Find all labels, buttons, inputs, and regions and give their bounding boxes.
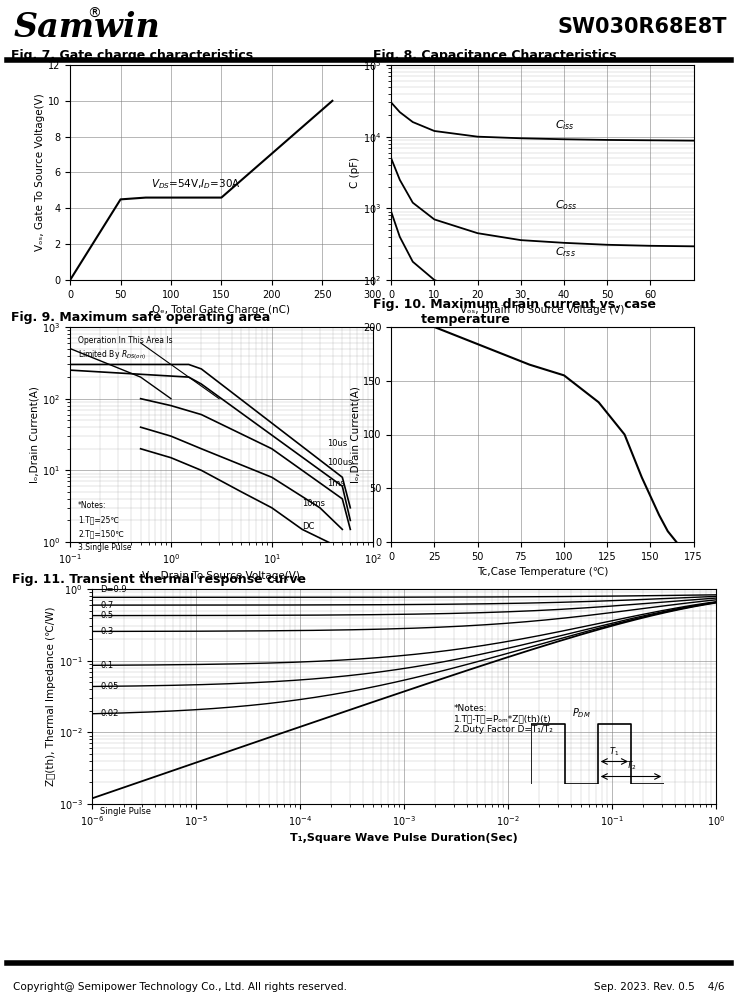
Text: 0.7: 0.7 [100, 601, 114, 610]
Text: 0.5: 0.5 [100, 611, 114, 620]
Text: Fig. 8. Capacitance Characteristics: Fig. 8. Capacitance Characteristics [373, 49, 616, 62]
Text: Fig. 9. Maximum safe operating area: Fig. 9. Maximum safe operating area [11, 311, 270, 324]
Text: 0.3: 0.3 [100, 627, 114, 636]
Text: $T_2$: $T_2$ [626, 760, 636, 772]
Text: 2.Tⰼ=150℃: 2.Tⰼ=150℃ [78, 529, 124, 538]
X-axis label: T₁,Square Wave Pulse Duration(Sec): T₁,Square Wave Pulse Duration(Sec) [290, 833, 518, 843]
Text: 0.02: 0.02 [100, 709, 119, 718]
Text: Limited By $R_{DS(on)}$: Limited By $R_{DS(on)}$ [78, 348, 146, 362]
Text: Fig. 11. Transient thermal response curve: Fig. 11. Transient thermal response curv… [12, 573, 306, 586]
X-axis label: Vₒₛ, Drain To Source Voltage (V): Vₒₛ, Drain To Source Voltage (V) [461, 305, 624, 315]
Text: 10us: 10us [327, 439, 347, 448]
Text: $P_{DM}$: $P_{DM}$ [572, 706, 590, 720]
Text: *Notes:: *Notes: [78, 501, 106, 510]
Text: 1ms: 1ms [327, 479, 345, 488]
Text: Copyright@ Semipower Technology Co., Ltd. All rights reserved.: Copyright@ Semipower Technology Co., Ltd… [13, 982, 348, 992]
Text: 3.Single Pulse: 3.Single Pulse [78, 543, 131, 552]
Text: Single Pulse: Single Pulse [100, 807, 151, 816]
Text: D=0.9: D=0.9 [100, 585, 127, 594]
Text: Samwin: Samwin [13, 11, 160, 44]
Text: 1.Tⰼ=25℃: 1.Tⰼ=25℃ [78, 515, 119, 524]
X-axis label: Vₒₛ,Drain To Source Voltage(V): Vₒₛ,Drain To Source Voltage(V) [142, 571, 300, 581]
Text: Fig. 10. Maximum drain current vs. case
           temperature: Fig. 10. Maximum drain current vs. case … [373, 298, 655, 326]
Text: 100us: 100us [327, 458, 352, 467]
Text: ®: ® [87, 7, 101, 21]
Y-axis label: Zⰿ(th), Thermal Impedance (℃/W): Zⰿ(th), Thermal Impedance (℃/W) [46, 607, 56, 786]
Text: *Notes:
1.Tⰼ-Tⰼ=Pₒₘ*Zⰿ(th)(t)
2.Duty Factor D=T₁/T₂: *Notes: 1.Tⰼ-Tⰼ=Pₒₘ*Zⰿ(th)(t) 2.Duty Fac… [454, 704, 553, 734]
Text: $V_{DS}$=54V,$I_D$=30A: $V_{DS}$=54V,$I_D$=30A [151, 177, 241, 191]
X-axis label: Qₑ, Total Gate Charge (nC): Qₑ, Total Gate Charge (nC) [153, 305, 290, 315]
Text: 0.05: 0.05 [100, 682, 119, 691]
Text: Sep. 2023. Rev. 0.5    4/6: Sep. 2023. Rev. 0.5 4/6 [594, 982, 725, 992]
Y-axis label: C (pF): C (pF) [350, 157, 360, 188]
Y-axis label: Iₒ,Drain Current(A): Iₒ,Drain Current(A) [350, 386, 360, 483]
Text: SW030R68E8T: SW030R68E8T [557, 17, 727, 37]
Text: $C_{oss}$: $C_{oss}$ [556, 198, 578, 212]
Text: Fig. 7. Gate charge characteristics: Fig. 7. Gate charge characteristics [11, 49, 253, 62]
Text: 10ms: 10ms [302, 499, 325, 508]
Text: 0.1: 0.1 [100, 661, 114, 670]
X-axis label: Tc,Case Temperature (℃): Tc,Case Temperature (℃) [477, 567, 608, 577]
Text: $C_{iss}$: $C_{iss}$ [556, 119, 575, 132]
Text: $C_{rss}$: $C_{rss}$ [556, 245, 576, 259]
Y-axis label: Iₒ,Drain Current(A): Iₒ,Drain Current(A) [30, 386, 39, 483]
Y-axis label: Vₒₛ, Gate To Source Voltage(V): Vₒₛ, Gate To Source Voltage(V) [35, 94, 45, 251]
Text: $T_1$: $T_1$ [610, 745, 619, 758]
Text: Operation In This Area Is: Operation In This Area Is [78, 336, 173, 345]
Text: DC: DC [302, 522, 314, 531]
